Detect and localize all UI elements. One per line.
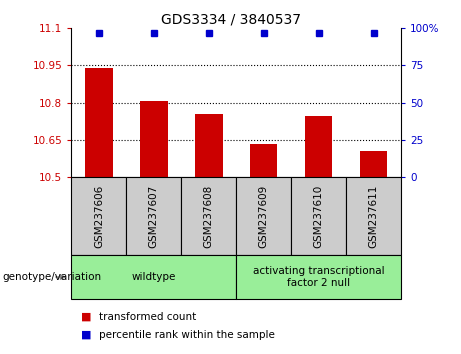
Bar [291, 177, 346, 255]
Text: GSM237606: GSM237606 [94, 184, 104, 247]
Text: GSM237608: GSM237608 [204, 184, 214, 247]
Text: transformed count: transformed count [99, 312, 196, 322]
Text: GSM237610: GSM237610 [313, 184, 324, 247]
Text: percentile rank within the sample: percentile rank within the sample [99, 330, 275, 339]
Text: GSM237609: GSM237609 [259, 184, 269, 247]
Bar [236, 255, 401, 299]
Bar [360, 151, 387, 177]
Bar [236, 177, 291, 255]
Text: wildtype: wildtype [132, 272, 176, 282]
Text: activating transcriptional
factor 2 null: activating transcriptional factor 2 null [253, 266, 384, 288]
Text: ■: ■ [81, 330, 91, 339]
Bar [71, 177, 126, 255]
Text: GSM237607: GSM237607 [149, 184, 159, 247]
Bar [85, 68, 112, 177]
Text: GSM237611: GSM237611 [369, 184, 378, 248]
Bar [305, 116, 332, 177]
Text: genotype/variation: genotype/variation [2, 272, 101, 282]
Bar [140, 102, 168, 177]
Bar [195, 114, 223, 177]
Bar [126, 177, 181, 255]
Bar [181, 177, 236, 255]
Bar [71, 255, 236, 299]
Bar [346, 177, 401, 255]
Text: GDS3334 / 3840537: GDS3334 / 3840537 [160, 12, 301, 27]
Bar [250, 144, 278, 177]
Text: ■: ■ [81, 312, 91, 322]
